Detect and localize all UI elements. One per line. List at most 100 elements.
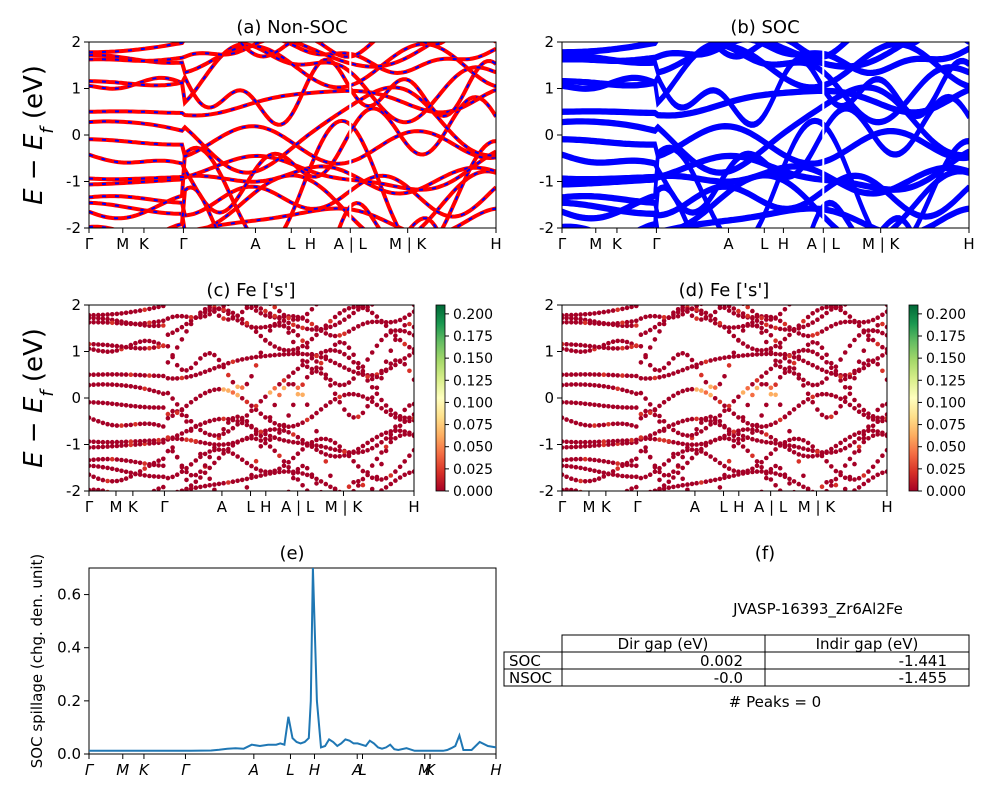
projection-point (634, 373, 639, 379)
projection-point (151, 305, 157, 311)
projection-point (796, 445, 802, 450)
projection-point (332, 360, 338, 366)
projection-point (244, 320, 250, 326)
projection-point (407, 403, 412, 408)
projection-point (699, 420, 704, 425)
projection-point (388, 473, 394, 478)
projection-point (750, 423, 755, 428)
projection-point (142, 307, 147, 313)
projection-point (109, 372, 115, 377)
panel-b-xtick-label: K (612, 235, 623, 253)
projection-point (768, 349, 774, 355)
projection-point (606, 309, 611, 314)
panel-b-ytick-label: 1 (544, 80, 554, 98)
projection-point (815, 392, 820, 398)
projection-point (601, 470, 607, 476)
projection-point (91, 417, 96, 422)
projection-point (277, 392, 282, 398)
panel-d-colorbar-tick-label: 0.175 (926, 329, 966, 345)
projection-point (332, 440, 338, 446)
projection-point (272, 421, 278, 426)
projection-point (304, 352, 310, 357)
projection-point (712, 320, 718, 326)
projection-point (689, 416, 695, 422)
projection-point (787, 447, 792, 453)
projection-point (314, 369, 319, 374)
projection-point (258, 306, 264, 311)
projection-point (689, 442, 695, 448)
projection-point (606, 404, 611, 409)
panel-c-colorbar-tick-label: 0.075 (453, 418, 493, 434)
projection-point (884, 350, 887, 356)
projection-point (272, 427, 278, 432)
projection-point (661, 315, 667, 320)
projection-point (824, 488, 829, 491)
projection-point (671, 371, 676, 376)
projection-point (647, 454, 653, 460)
projection-point (657, 437, 662, 443)
panel-b-xtick-label: L (760, 235, 769, 253)
projection-point (787, 481, 792, 486)
projection-point (226, 372, 231, 378)
projection-point (801, 446, 806, 451)
projection-point (318, 450, 324, 455)
projection-point (703, 440, 709, 446)
projection-point (787, 369, 792, 374)
projection-point (239, 437, 245, 443)
projection-point (722, 408, 727, 414)
projection-point (337, 349, 343, 355)
projection-point (184, 329, 189, 334)
projection-point (620, 438, 625, 444)
projection-point (226, 388, 231, 393)
projection-point (216, 416, 222, 422)
projection-point (842, 385, 848, 390)
projection-point (680, 454, 685, 460)
panel-c-xtick-label: H (408, 498, 419, 516)
projection-point (833, 482, 839, 488)
projection-point (156, 319, 161, 324)
nonsoc-band-line (89, 185, 439, 228)
projection-point (582, 466, 588, 472)
projection-point (91, 474, 96, 480)
panel-e-ytick-label: 0.0 (57, 745, 81, 763)
projection-point (328, 400, 333, 405)
projection-point (773, 343, 778, 349)
projection-point (202, 440, 208, 446)
projection-point (89, 445, 92, 450)
projection-point (397, 464, 403, 470)
projection-point (346, 412, 352, 418)
panel-a-ylabel: E − Ef (eV) (19, 65, 58, 205)
projection-point (369, 376, 375, 382)
panel-c-ylabel: E − Ef (eV) (19, 328, 58, 468)
projection-point (96, 372, 101, 377)
projection-point (202, 463, 208, 468)
projection-point (263, 337, 268, 343)
projection-point (643, 314, 648, 320)
projection-point (694, 431, 699, 437)
nonsoc-band-dash (89, 165, 496, 195)
projection-point (764, 322, 769, 328)
projection-point (601, 321, 607, 327)
projection-point (847, 443, 853, 448)
projection-point (610, 472, 616, 477)
projection-point (291, 471, 296, 476)
projection-point (114, 348, 120, 353)
panel-c-colorbar (435, 304, 446, 492)
projection-point (356, 392, 361, 398)
projection-point (165, 475, 171, 481)
projection-point (680, 311, 685, 317)
projection-point (258, 325, 264, 330)
projection-point (675, 352, 681, 358)
projection-point (188, 315, 194, 320)
projection-point (842, 445, 848, 451)
projection-point (318, 326, 324, 332)
peaks-count: # Peaks = 0 (729, 693, 821, 711)
projection-point (165, 360, 171, 365)
projection-point (838, 320, 843, 325)
projection-point (754, 318, 760, 324)
projection-point (133, 442, 138, 447)
projection-point (694, 427, 699, 432)
projection-point (328, 324, 333, 330)
projection-point (161, 323, 166, 328)
projection-point (694, 305, 699, 309)
